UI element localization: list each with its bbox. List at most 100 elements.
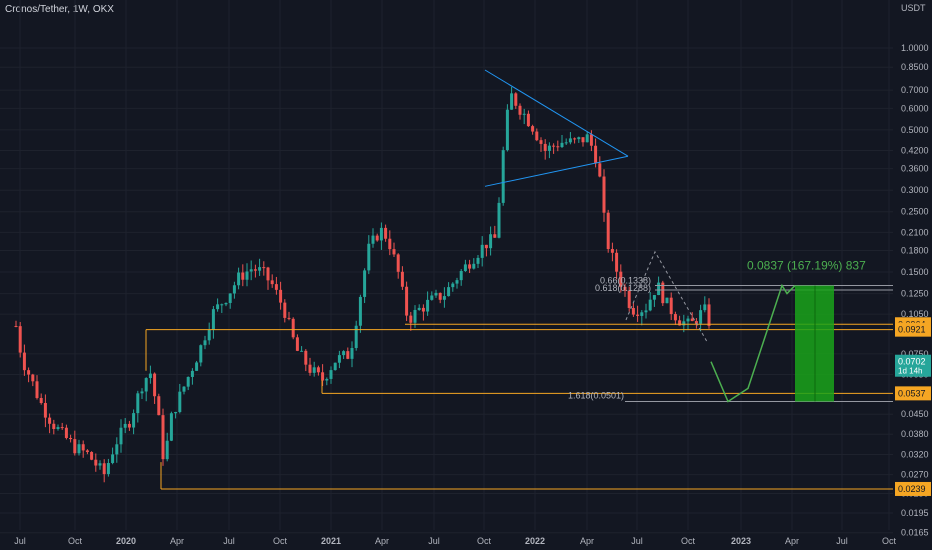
candle-body bbox=[111, 454, 115, 464]
candle-body bbox=[94, 459, 98, 466]
candle-body bbox=[644, 310, 648, 313]
x-tick-label: Oct bbox=[882, 536, 897, 546]
fib-label: 0.618(0.1288) bbox=[595, 283, 651, 293]
level-tag: 0.0239 bbox=[898, 484, 926, 494]
candle-body bbox=[64, 427, 68, 438]
candle-body bbox=[657, 282, 661, 296]
candle-body bbox=[321, 372, 325, 381]
candle-body bbox=[283, 302, 287, 318]
candle-body bbox=[127, 423, 131, 428]
candle-body bbox=[182, 386, 186, 392]
candle-body bbox=[417, 307, 421, 310]
candle-body bbox=[619, 271, 623, 287]
fib-label: 1.618(0.0501) bbox=[568, 391, 624, 401]
candle-body bbox=[337, 355, 341, 363]
candle-body bbox=[476, 257, 480, 264]
candle-body bbox=[363, 270, 367, 297]
candle-body bbox=[581, 137, 585, 143]
candle-body bbox=[594, 145, 598, 164]
candle-body bbox=[678, 320, 682, 326]
candle-body bbox=[518, 105, 522, 115]
x-tick-label: Jul bbox=[428, 536, 440, 546]
candle-body bbox=[577, 137, 581, 140]
y-tick-label: 0.2100 bbox=[901, 227, 929, 237]
target-annotation: 0.0837 (167.19%) 837 bbox=[747, 259, 866, 273]
candle-body bbox=[291, 318, 295, 338]
candle-body bbox=[165, 440, 169, 460]
candle-body bbox=[438, 292, 442, 300]
level-tag-bg bbox=[895, 386, 931, 401]
candle-body bbox=[106, 463, 110, 475]
candle-body bbox=[73, 439, 77, 454]
candle-body bbox=[489, 234, 493, 249]
candle-body bbox=[22, 352, 26, 371]
y-tick-label: 0.0270 bbox=[901, 470, 929, 480]
candle-body bbox=[610, 249, 614, 253]
candle-body bbox=[274, 284, 278, 290]
x-tick-label: Apr bbox=[375, 536, 389, 546]
y-tick-label: 1.0000 bbox=[901, 43, 929, 53]
candle-body bbox=[253, 269, 257, 271]
candle-body bbox=[472, 263, 476, 269]
candle-body bbox=[18, 326, 22, 353]
candle-body bbox=[636, 314, 640, 316]
candle-body bbox=[493, 234, 497, 238]
y-tick-label: 0.8500 bbox=[901, 62, 929, 72]
candle-body bbox=[463, 264, 467, 272]
candle-body bbox=[241, 272, 245, 280]
candle-body bbox=[388, 238, 392, 250]
candle-body bbox=[661, 282, 665, 304]
candle-body bbox=[249, 269, 253, 272]
candle-body bbox=[325, 378, 329, 381]
candle-body bbox=[174, 412, 178, 414]
y-tick-label: 0.2500 bbox=[901, 207, 929, 217]
y-tick-label: 0.1250 bbox=[901, 289, 929, 299]
candle-body bbox=[384, 227, 388, 239]
x-tick-label: Oct bbox=[68, 536, 83, 546]
candle-body bbox=[510, 93, 514, 110]
candle-body bbox=[707, 304, 711, 326]
candle-body bbox=[589, 134, 593, 146]
candle-body bbox=[157, 396, 161, 416]
y-tick-label: 0.4200 bbox=[901, 145, 929, 155]
y-tick-label: 0.0320 bbox=[901, 450, 929, 460]
candle-body bbox=[85, 450, 89, 453]
candle-body bbox=[207, 329, 211, 341]
candle-body bbox=[232, 285, 236, 294]
candle-body bbox=[48, 417, 52, 424]
candle-body bbox=[409, 315, 413, 323]
y-tick-label: 0.0195 bbox=[901, 508, 929, 518]
triangle-lower-line bbox=[484, 155, 629, 187]
candle-body bbox=[447, 287, 451, 297]
candle-body bbox=[468, 264, 472, 269]
candle-body bbox=[623, 286, 627, 291]
candle-body bbox=[220, 304, 224, 306]
candle-body bbox=[140, 391, 144, 394]
candle-body bbox=[211, 309, 215, 330]
triangle-upper-line bbox=[484, 69, 629, 157]
candle-body bbox=[69, 437, 73, 440]
y-tick-label: 0.6000 bbox=[901, 103, 929, 113]
candle-body bbox=[442, 296, 446, 300]
candle-body bbox=[39, 397, 43, 404]
x-tick-label: Jul bbox=[14, 536, 26, 546]
candle-body bbox=[77, 444, 81, 454]
candle-body bbox=[573, 138, 577, 140]
candle-body bbox=[598, 163, 602, 177]
candle-body bbox=[52, 423, 56, 430]
candle-body bbox=[686, 318, 690, 322]
candle-body bbox=[396, 254, 400, 272]
candle-body bbox=[514, 93, 518, 106]
candle-body bbox=[451, 283, 455, 288]
candle-body bbox=[400, 271, 404, 287]
candle-body bbox=[631, 307, 635, 315]
candle-body bbox=[228, 293, 232, 303]
candle-body bbox=[136, 393, 140, 414]
fib-swing-line bbox=[625, 250, 709, 344]
candle-body bbox=[543, 143, 547, 151]
x-tick-label: Apr bbox=[580, 536, 594, 546]
candle-body bbox=[245, 271, 249, 280]
candle-body bbox=[606, 212, 610, 250]
candle-body bbox=[568, 138, 572, 143]
